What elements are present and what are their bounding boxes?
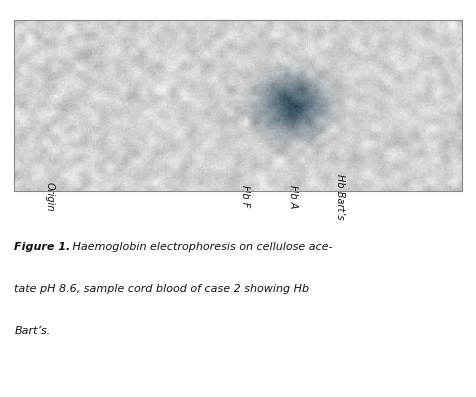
Bar [14,20,462,191]
Text: Figure 1.: Figure 1. [14,242,70,252]
Text: Haemoglobin electrophoresis on cellulose ace-: Haemoglobin electrophoresis on cellulose… [69,242,333,252]
Text: Origin: Origin [45,182,55,211]
Text: Hb F: Hb F [240,185,250,208]
Text: Hb A: Hb A [288,185,298,208]
Text: Bart’s.: Bart’s. [14,326,50,335]
Text: Hb Bart’s: Hb Bart’s [335,174,345,219]
Text: tate pH 8.6, sample cord blood of case 2 showing Hb: tate pH 8.6, sample cord blood of case 2… [14,284,309,294]
